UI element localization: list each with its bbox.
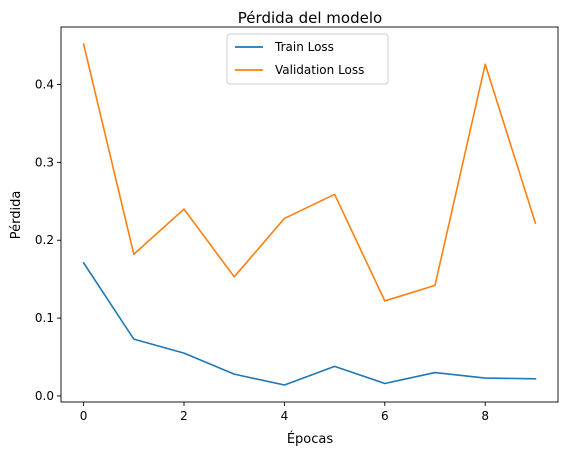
x-axis-label: Épocas	[287, 431, 334, 447]
x-axis: 0 2 4 6 8	[80, 402, 489, 423]
y-tick-label: 0.2	[35, 233, 54, 247]
x-tick-label: 2	[180, 409, 188, 423]
x-tick-label: 8	[481, 409, 489, 423]
x-tick-label: 0	[80, 409, 88, 423]
y-tick-label: 0.1	[35, 311, 54, 325]
legend-label-train-loss: Train Loss	[274, 40, 334, 54]
plot-frame	[60, 26, 559, 403]
series-line-validation-loss	[82, 43, 537, 302]
chart-title: Pérdida del modelo	[238, 9, 382, 27]
plot-area	[82, 43, 537, 386]
x-tick-label: 6	[381, 409, 389, 423]
y-tick-label: 0.4	[35, 78, 54, 92]
y-tick-label: 0.0	[35, 389, 54, 403]
legend-label-validation-loss: Validation Loss	[275, 63, 364, 77]
legend-box	[226, 33, 389, 85]
series-line-train-loss	[82, 261, 537, 386]
legend: Train Loss Validation Loss	[226, 33, 389, 85]
y-axis: 0.0 0.1 0.2 0.3 0.4	[35, 78, 61, 403]
y-axis-label: Pérdida	[9, 191, 24, 240]
x-tick-label: 4	[281, 409, 289, 423]
y-tick-label: 0.3	[35, 155, 54, 169]
